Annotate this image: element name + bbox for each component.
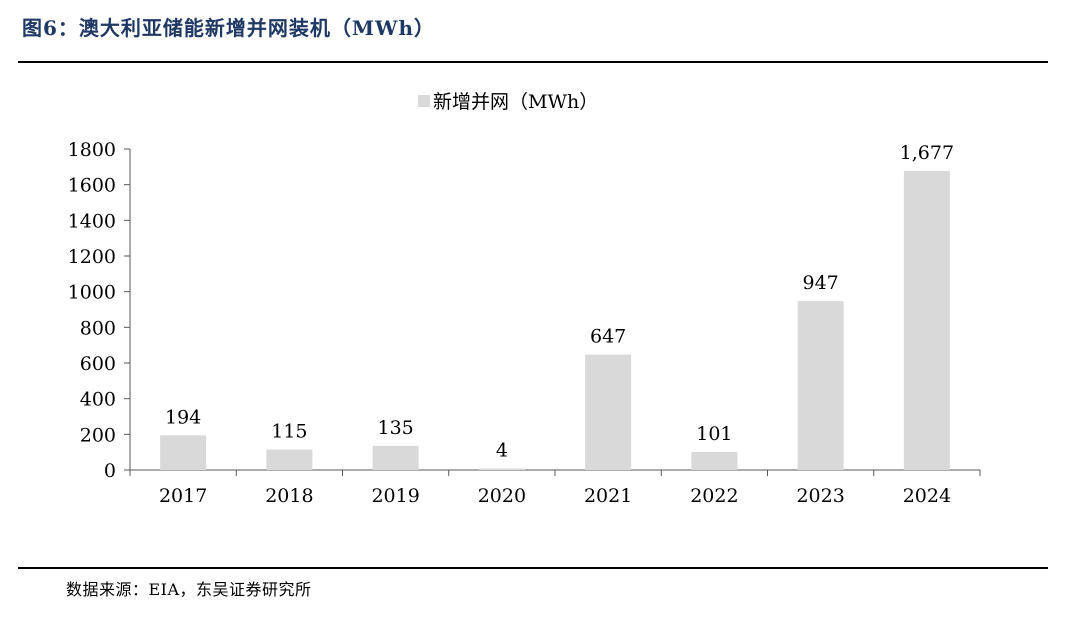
y-axis: 0 200 400 600 800 1000 1200 1400 1600 1800 <box>68 139 131 482</box>
legend-swatch <box>418 95 430 107</box>
bar-2023 <box>797 301 844 470</box>
data-label-2022: 101 <box>696 423 732 445</box>
data-label-2024: 1,677 <box>900 142 954 164</box>
y-tick-label: 0 <box>104 460 116 482</box>
x-tick-label: 2022 <box>690 485 738 507</box>
top-rule <box>18 61 1048 63</box>
x-tick-label: 2023 <box>796 485 844 507</box>
y-tick-label: 1800 <box>68 139 116 161</box>
y-tick-label: 600 <box>80 353 116 375</box>
y-tick-label: 400 <box>80 389 116 411</box>
source-note: 数据来源：EIA，东吴证券研究所 <box>66 580 312 599</box>
x-tick-label: 2021 <box>584 485 632 507</box>
bar-2024 <box>903 170 950 470</box>
data-labels: 194 115 135 4 647 101 947 1,677 <box>165 142 954 462</box>
y-tick-label: 800 <box>80 317 116 339</box>
data-label-2018: 115 <box>271 420 307 442</box>
bar-2022 <box>691 451 738 470</box>
bar-2020 <box>478 468 525 470</box>
x-axis: 2017 2018 2019 2020 2021 2022 2023 2024 <box>129 469 981 507</box>
y-tick-label: 1200 <box>68 246 116 268</box>
data-label-2019: 135 <box>377 417 413 439</box>
legend-label: 新增并网（MWh） <box>433 91 598 113</box>
y-tick-label: 1600 <box>68 175 116 197</box>
x-tick-label: 2020 <box>478 485 526 507</box>
chart-legend: 新增并网（MWh） <box>418 91 598 113</box>
data-label-2021: 647 <box>590 326 626 348</box>
x-tick-label: 2017 <box>159 485 207 507</box>
bottom-rule <box>18 567 1048 569</box>
x-tick-label: 2024 <box>903 485 951 507</box>
figure-title: 图6：澳大利亚储能新增并网装机（MWh） <box>22 16 436 40</box>
bar-2021 <box>585 354 632 470</box>
bar-2019 <box>372 445 419 470</box>
bar-chart: 新增并网（MWh） 0 200 400 600 800 1000 1200 1400 1600 1… <box>68 91 981 507</box>
y-tick-label: 1400 <box>68 210 116 232</box>
bar-2017 <box>160 435 207 470</box>
x-tick-label: 2019 <box>371 485 419 507</box>
data-label-2017: 194 <box>165 406 201 428</box>
data-label-2023: 947 <box>802 272 838 294</box>
y-tick-label: 1000 <box>68 282 116 304</box>
bars <box>160 170 950 470</box>
bar-2018 <box>266 449 313 470</box>
x-tick-label: 2018 <box>265 485 313 507</box>
data-label-2020: 4 <box>496 440 508 462</box>
y-tick-label: 200 <box>80 424 116 446</box>
